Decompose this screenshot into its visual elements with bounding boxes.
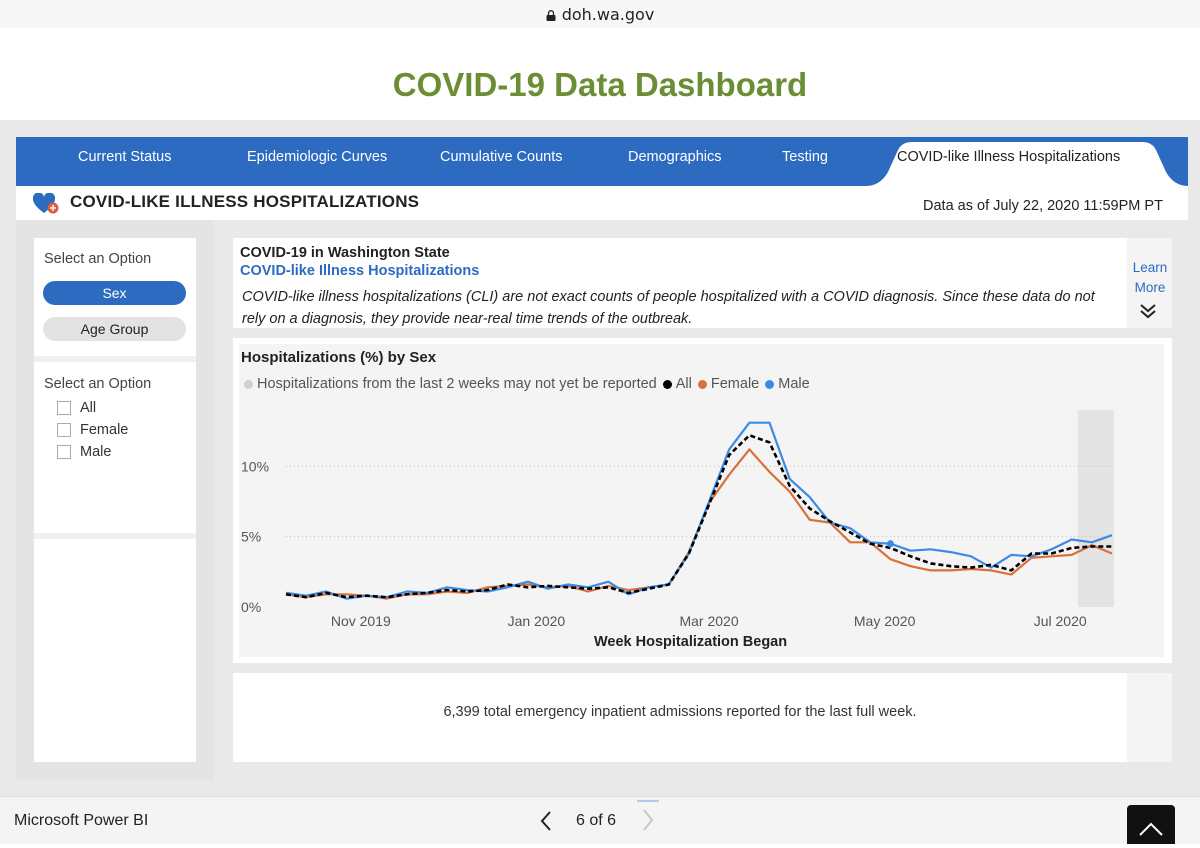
- section-title: COVID-LIKE ILLNESS HOSPITALIZATIONS: [70, 192, 420, 211]
- browser-url-bar[interactable]: doh.wa.gov: [0, 0, 1200, 28]
- not-yet-reported-region: [1077, 410, 1114, 607]
- page-indicator: 6 of 6: [576, 812, 617, 829]
- x-tick-label: Jan 2020: [508, 613, 566, 629]
- legend-label: Hospitalizations from the last 2 weeks m…: [257, 376, 657, 392]
- url-text: doh.wa.gov: [561, 4, 655, 24]
- double-chevron-down-icon[interactable]: [1139, 303, 1157, 319]
- data-point-marker[interactable]: [886, 540, 894, 548]
- section-header: [16, 186, 1188, 220]
- series-line-male[interactable]: [285, 421, 1113, 600]
- lock-icon: [546, 9, 556, 21]
- learn-more-link[interactable]: Learn More: [1132, 260, 1168, 295]
- info-description: COVID-like illness hospitalizations (CLI…: [242, 289, 1095, 327]
- checkbox-male[interactable]: Male: [57, 444, 111, 460]
- checkbox-box[interactable]: [57, 445, 71, 459]
- legend-label: Female: [710, 376, 760, 392]
- tab-demographics[interactable]: Demographics: [628, 149, 722, 165]
- sex-button[interactable]: Sex: [43, 281, 186, 305]
- y-tick-label: 0%: [241, 599, 261, 615]
- legend-item-male[interactable]: Male: [759, 376, 810, 392]
- y-tick-label: 10%: [241, 458, 269, 474]
- x-tick-label: Jul 2020: [1034, 613, 1087, 629]
- legend-dot: [765, 379, 775, 389]
- series-line-all[interactable]: [285, 433, 1112, 599]
- chevron-right-icon[interactable]: [637, 800, 659, 840]
- checkbox-label: Male: [80, 444, 112, 460]
- x-axis-title: Week Hospitalization Began: [594, 634, 788, 650]
- powerbi-app-name: Microsoft Power BI: [14, 812, 149, 829]
- checkbox-all[interactable]: All: [57, 400, 96, 416]
- series-line-female[interactable]: [285, 448, 1113, 600]
- x-tick-label: Nov 2019: [331, 613, 391, 629]
- filter-divider: [34, 356, 196, 362]
- legend-item-all[interactable]: All: [657, 376, 692, 392]
- info-heading: COVID-19 in Washington State: [240, 245, 450, 261]
- active-tab-background: [866, 142, 1188, 186]
- tab-current-status[interactable]: Current Status: [78, 149, 172, 165]
- summary-text: 6,399 total emergency inpatient admissio…: [443, 704, 917, 720]
- legend-dot: [244, 379, 253, 389]
- info-card-sidebar: [1127, 238, 1172, 328]
- checkbox-label: Female: [80, 422, 129, 438]
- y-tick-label: 5%: [241, 529, 261, 545]
- summary-card-sidebar: [1127, 673, 1172, 762]
- legend-label: All: [675, 376, 692, 392]
- tab-testing[interactable]: Testing: [782, 149, 828, 165]
- tab-cumulative-counts[interactable]: Cumulative Counts: [440, 149, 563, 165]
- checkbox-box[interactable]: [57, 401, 71, 415]
- option-label: Select an Option: [44, 376, 152, 392]
- x-tick-label: May 2020: [854, 613, 916, 629]
- checkbox-female[interactable]: Female: [57, 422, 128, 438]
- expand-button[interactable]: [1127, 805, 1175, 844]
- heart-plus-icon: [33, 193, 59, 214]
- age-group-button[interactable]: Age Group: [43, 317, 186, 341]
- x-tick-label: Mar 2020: [679, 613, 738, 629]
- checkbox-box[interactable]: [57, 423, 71, 437]
- tab-epidemiologic-curves[interactable]: Epidemiologic Curves: [247, 149, 388, 165]
- info-subheading: COVID-like Illness Hospitalizations: [240, 263, 480, 279]
- filter-divider: [34, 533, 196, 539]
- chart-area: [239, 344, 1164, 657]
- chart-legend: Hospitalizations from the last 2 weeks m…: [241, 376, 810, 392]
- line-chart[interactable]: 0% 5% 10% Nov 2019 Jan 2020 Mar 2020 May 2020 J…: [239, 400, 1164, 635]
- summary-card: [233, 673, 1172, 762]
- chart-title: Hospitalizations (%) by Sex: [241, 349, 437, 366]
- checkbox-label: All: [80, 400, 97, 416]
- legend-dot: [697, 379, 707, 389]
- page-title: COVID-19 Data Dashboard: [392, 66, 808, 103]
- data-timestamp: Data as of July 22, 2020 11:59PM PT: [923, 198, 1163, 214]
- powerbi-footer: [0, 796, 1200, 844]
- option-label: Select an Option: [44, 251, 152, 267]
- legend-item-female[interactable]: Female: [692, 376, 759, 392]
- legend-dot: [662, 379, 672, 389]
- tab-bar: Current Status Epidemiologic Curves Cumu…: [16, 137, 1188, 186]
- tab-covid-like-illness-hospitalizations[interactable]: COVID-like Illness Hospitalizations: [897, 149, 1121, 165]
- info-card: [233, 238, 1172, 328]
- legend-label: Male: [778, 376, 810, 392]
- chevron-left-icon[interactable]: [539, 810, 553, 832]
- page-header-area: [0, 28, 1200, 120]
- chevron-up-icon: [1139, 822, 1163, 836]
- legend-item-not-yet-reported[interactable]: Hospitalizations from the last 2 weeks m…: [241, 376, 657, 392]
